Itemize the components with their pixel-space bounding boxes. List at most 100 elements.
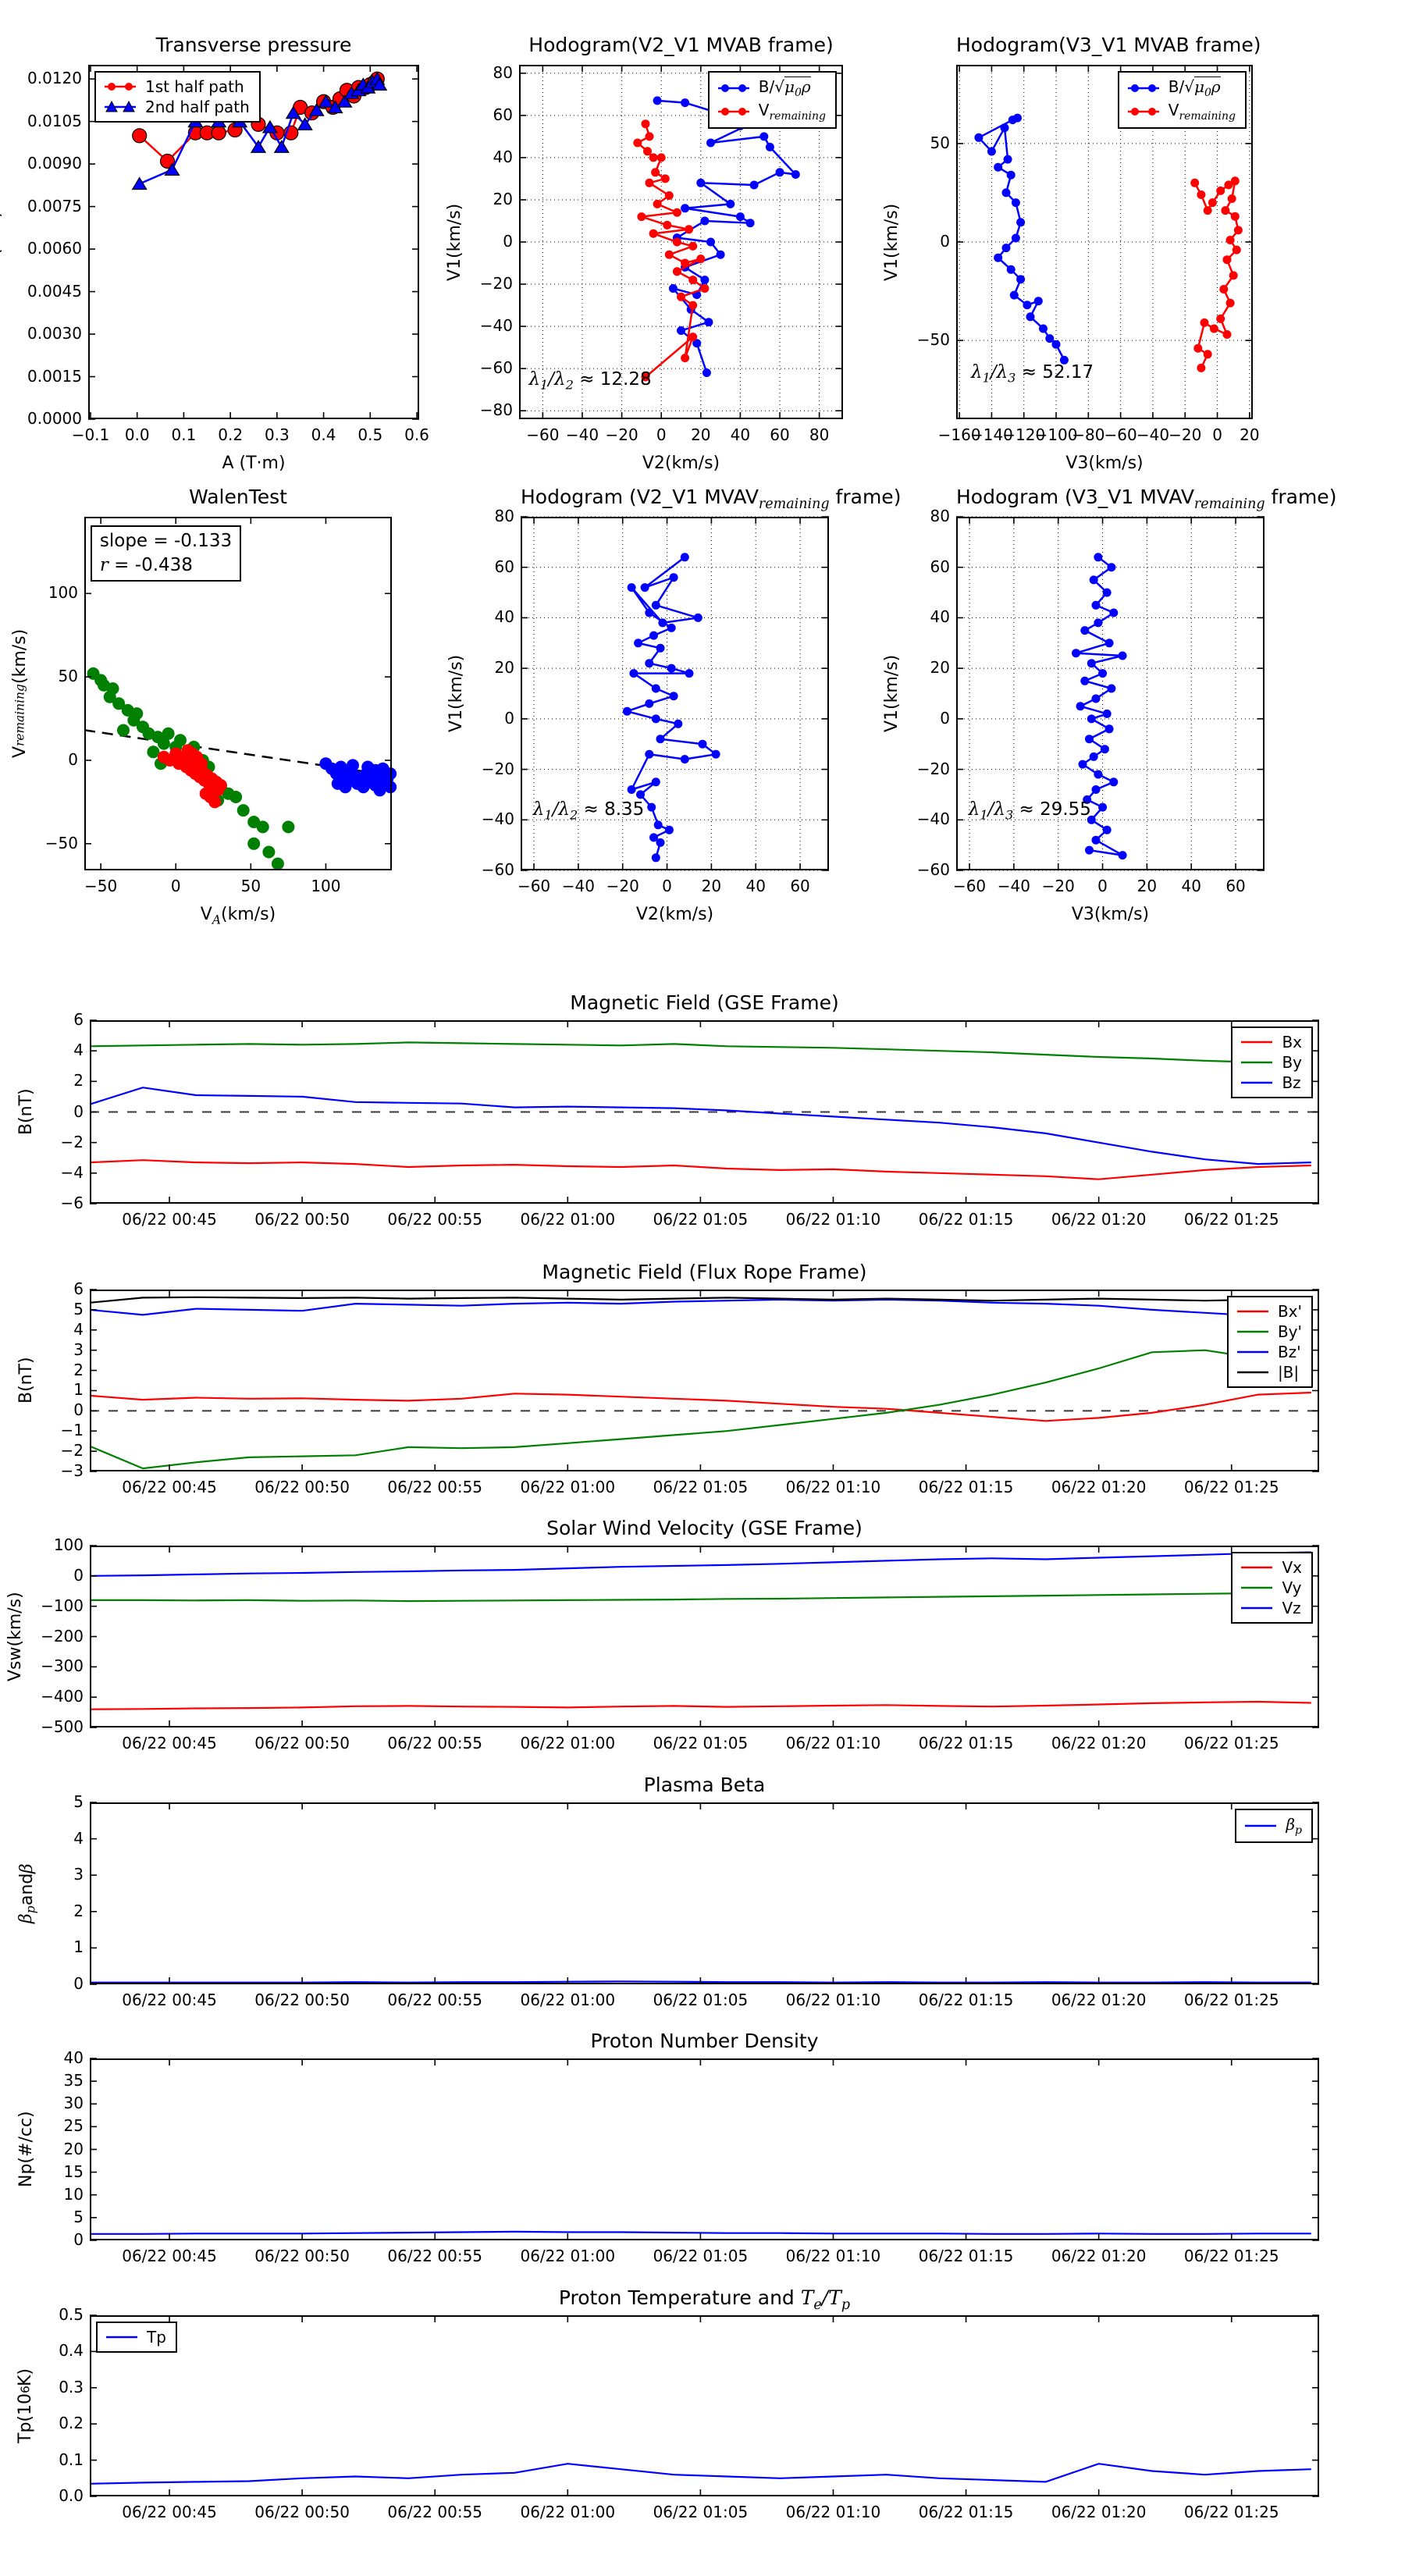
plot-area [88,65,419,420]
y-tick-label: 6 [73,1279,84,1298]
x-tick-label: 80 [809,425,830,444]
x-tick-label: −40 [1136,425,1170,444]
x-tick-label: 06/22 00:45 [122,1991,217,2009]
y-tick-label: 0.0015 [27,366,82,386]
legend-item: Vremaining [1126,100,1236,123]
legend-label: Bz [1282,1073,1301,1092]
annotation: λ1/λ3 ≈ 52.17 [971,362,1094,386]
y-tick-label: 25 [63,2116,84,2136]
y-tick-label: 0.1 [59,2450,84,2469]
y-tick-label: 100 [48,583,78,603]
x-tick-label: 06/22 00:45 [122,1478,217,1496]
x-tick-label: 50 [240,877,261,895]
y-tick-label: 2 [73,1071,84,1091]
chart-title: Hodogram (V3_V1 MVAVremaining frame) [956,486,1337,512]
x-tick-label: 06/22 01:25 [1183,1991,1279,2009]
x-tick-label: 06/22 00:50 [254,2503,350,2521]
legend-item: B/√μ0ρ [1126,76,1236,100]
y-tick-label: 0.4 [59,2341,84,2361]
x-tick-label: 06/22 01:20 [1051,1991,1147,2009]
legend-item: Bx' [1235,1301,1302,1322]
y-tick-label: 20 [63,2139,84,2158]
y-tick-label: 6 [73,1010,84,1029]
legend-label: Vremaining [1168,101,1236,123]
annotation: λ1/λ2 ≈ 12.28 [528,369,652,393]
y-tick-label: −60 [479,358,513,378]
legend: βp [1235,1809,1313,1844]
legend-item: Vremaining [716,100,826,123]
x-tick-label: 06/22 01:05 [653,2503,749,2521]
legend-label: βp [1286,1815,1302,1837]
y-tick-label: −50 [916,330,950,350]
legend-label: Vremaining [758,101,826,123]
x-tick-label: −60 [526,425,560,444]
x-tick-label: 06/22 00:50 [254,1734,350,1752]
y-tick-label: −2 [60,1441,84,1461]
x-tick-label: 06/22 01:25 [1183,1478,1279,1496]
y-tick-label: 20 [493,189,513,208]
x-tick-label: 06/22 01:20 [1051,2503,1147,2521]
y-tick-label: 0.0120 [27,69,82,88]
legend: 1st half path 2nd half path [94,71,261,123]
y-tick-label: 0.3 [59,2377,84,2396]
y-tick-label: 0.0105 [27,111,82,130]
y-tick-label: 100 [53,1535,84,1554]
legend: Bx By Bz [1231,1026,1313,1098]
x-tick-label: 06/22 00:55 [387,2247,483,2265]
legend-item: 1st half path [102,76,250,97]
y-tick-label: 0 [73,2230,84,2249]
legend-label: |B| [1277,1363,1300,1382]
legend: B/√μ0ρ Vremaining [707,71,837,130]
x-tick-label: 06/22 01:15 [918,2247,1014,2265]
x-tick-label: 06/22 01:20 [1051,2247,1147,2265]
legend: Vx Vy Vz [1231,1552,1313,1624]
legend-label: Vy [1282,1578,1302,1597]
x-tick-label: 0 [1212,425,1222,444]
legend-swatch [1236,1330,1268,1333]
plot-area [956,516,1264,871]
y-tick-label: 0.5 [59,2305,84,2324]
x-tick-label: 0.6 [404,425,429,444]
y-tick-label: 0.2 [59,2414,84,2433]
y-tick-label: 0 [940,232,950,251]
chart-title: WalenTest [189,486,287,508]
chart-hodogram-v3v1-mvav: Hodogram (V3_V1 MVAVremaining frame) V1(k… [882,486,1337,924]
x-tick-label: −40 [565,425,599,444]
legend-item: Tp [104,2327,166,2347]
chart-magnetic-field-flux-rope: Magnetic Field (Flux Rope Frame) B(nT) −3−… [16,1261,1319,1496]
y-tick-label: −20 [916,759,950,778]
y-tick-label: 3 [73,1865,84,1884]
y-tick-label: 0.0060 [27,239,82,258]
x-tick-label: 0.1 [171,425,197,444]
y-tick-label: −50 [44,833,78,852]
legend-label: By [1282,1053,1302,1072]
y-tick-label: −20 [481,759,514,778]
x-tick-label: 06/22 01:25 [1183,2503,1279,2521]
x-tick-label: 06/22 00:50 [254,2247,350,2265]
y-tick-label: 0 [68,749,78,769]
legend-item: Bz' [1235,1342,1302,1362]
y-tick-label: 40 [494,607,514,627]
y-tick-label: 20 [494,658,514,678]
plot-area [90,2058,1319,2241]
y-tick-label: 15 [63,2161,84,2181]
x-tick-label: 06/22 00:55 [387,2503,483,2521]
chart-title: Magnetic Field (Flux Rope Frame) [542,1261,867,1283]
plot-area [90,1802,1319,1985]
y-tick-label: −6 [60,1194,84,1212]
x-tick-label: 20 [1136,877,1158,895]
x-tick-label: 40 [1181,877,1201,895]
chart-title: Proton Number Density [590,2030,819,2052]
legend-item: By [1239,1052,1302,1073]
x-tick-label: 06/22 01:25 [1183,1210,1279,1229]
x-tick-label: 06/22 01:20 [1051,1478,1147,1496]
legend-item: Bz [1239,1073,1302,1093]
y-tick-label: 60 [493,105,513,124]
annotation: slope = -0.133 r = -0.438 [90,525,242,582]
y-tick-label: 0.0090 [27,154,82,173]
x-tick-label: 06/22 01:15 [918,1734,1014,1752]
legend-swatch [1127,84,1159,93]
x-tick-label: 06/22 01:00 [520,2247,616,2265]
y-tick-label: 4 [73,1319,84,1339]
y-tick-label: 4 [73,1041,84,1060]
